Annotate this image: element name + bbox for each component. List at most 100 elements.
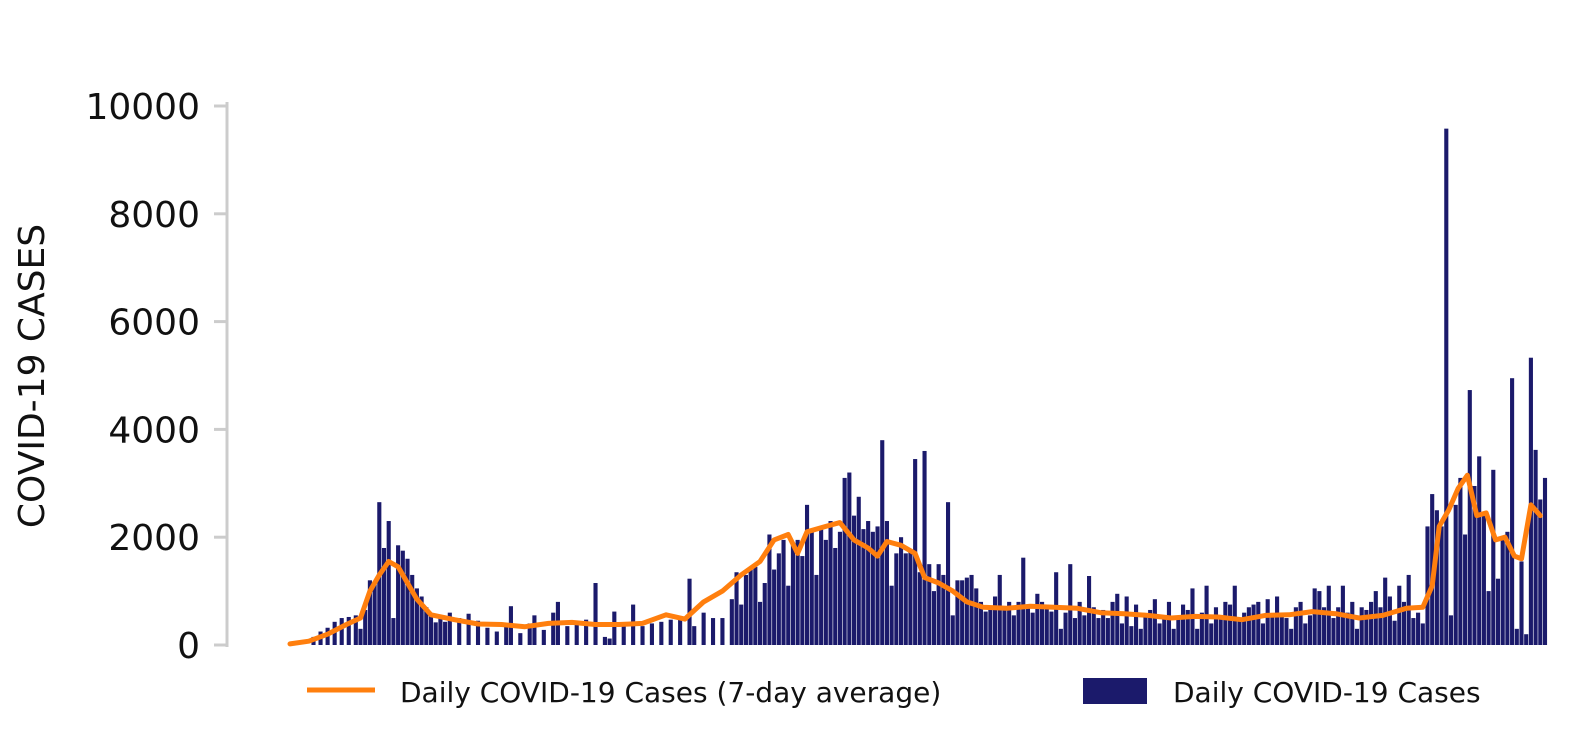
- daily-cases-bar: [1458, 477, 1463, 645]
- daily-cases-bar: [1481, 515, 1486, 645]
- daily-cases-bar: [400, 550, 405, 645]
- daily-cases-bar: [428, 613, 434, 645]
- daily-cases-bar: [692, 626, 697, 645]
- daily-cases-bar: [1275, 596, 1280, 645]
- daily-cases-bar: [1378, 607, 1383, 645]
- daily-cases-bar: [367, 580, 372, 645]
- daily-cases-bar: [1025, 607, 1031, 645]
- daily-cases-bar: [1152, 599, 1157, 645]
- daily-cases-bar: [757, 601, 763, 645]
- daily-cases-bar: [1453, 504, 1458, 645]
- daily-cases-bar: [837, 531, 843, 645]
- daily-cases-bar: [1105, 618, 1110, 645]
- daily-cases-bar: [1237, 618, 1242, 645]
- daily-cases-bar: [494, 631, 499, 645]
- daily-cases-bar: [518, 633, 523, 645]
- daily-cases-bar: [1491, 469, 1496, 645]
- daily-cases-bar: [1166, 601, 1172, 645]
- daily-cases-bar: [1416, 612, 1421, 645]
- daily-cases-bar: [1289, 628, 1294, 645]
- daily-cases-bar: [1542, 477, 1548, 645]
- daily-cases-bar: [936, 564, 941, 645]
- daily-cases-bar: [1538, 499, 1543, 645]
- daily-cases-bar: [739, 604, 744, 645]
- daily-cases-bar: [339, 618, 344, 645]
- daily-cases-bar: [532, 615, 537, 645]
- daily-cases-bar: [974, 588, 979, 645]
- daily-cases-bar: [1181, 604, 1186, 645]
- daily-cases-bar: [1495, 578, 1501, 645]
- daily-cases-bar: [786, 585, 791, 645]
- daily-cases-bar: [701, 612, 706, 645]
- daily-cases-bar: [621, 623, 626, 645]
- daily-cases-bar: [753, 566, 758, 645]
- daily-cases-bar: [438, 615, 443, 645]
- daily-cases-bar: [1383, 577, 1388, 645]
- daily-cases-bar: [1533, 449, 1538, 645]
- y-tick-label: 6000: [108, 303, 200, 344]
- daily-cases-bar: [1425, 526, 1430, 645]
- daily-cases-bar: [762, 583, 767, 645]
- daily-cases-bar: [1035, 593, 1040, 645]
- daily-cases-bar: [551, 612, 556, 645]
- y-axis-label: COVID-19 CASES: [12, 224, 53, 528]
- daily-cases-bar: [1199, 612, 1204, 645]
- daily-cases-bar: [1524, 634, 1529, 645]
- daily-cases-bar: [1176, 618, 1181, 645]
- daily-cases-bar: [1129, 626, 1134, 645]
- daily-cases-bar: [1510, 378, 1515, 645]
- daily-cases-bar: [1331, 618, 1336, 645]
- daily-cases-bar: [1218, 618, 1223, 645]
- daily-cases-bar: [593, 583, 598, 645]
- daily-cases-bar: [1260, 623, 1266, 645]
- daily-cases-bar: [880, 440, 885, 645]
- daily-cases-bar: [1143, 615, 1148, 645]
- daily-cases-bar: [612, 611, 617, 645]
- daily-cases-bar: [814, 574, 819, 645]
- daily-cases-bar: [1209, 623, 1214, 645]
- daily-cases-bar: [1500, 537, 1505, 645]
- daily-cases-bar: [903, 553, 908, 645]
- daily-cases-bar: [978, 601, 984, 645]
- daily-cases-bar: [433, 622, 438, 645]
- daily-cases-bar: [720, 618, 725, 645]
- y-tick-label: 2000: [108, 518, 200, 559]
- daily-cases-bar: [1359, 607, 1364, 645]
- daily-cases-bar: [795, 539, 800, 645]
- daily-cases-bar: [1298, 601, 1303, 645]
- legend: Daily COVID-19 Cases (7-day average) Dai…: [307, 676, 1481, 709]
- daily-cases-bar: [1162, 615, 1167, 645]
- daily-cases-bar: [823, 539, 828, 645]
- daily-cases-bar: [1354, 628, 1360, 645]
- daily-cases-bar: [1195, 628, 1200, 645]
- daily-cases-bar: [1439, 526, 1444, 645]
- daily-cases-bar: [1392, 620, 1397, 645]
- daily-cases-bar: [405, 558, 410, 645]
- daily-cases-bar: [1213, 607, 1219, 645]
- daily-cases-bar: [1444, 128, 1449, 645]
- daily-cases-bar: [381, 547, 387, 645]
- daily-cases-bar: [734, 572, 739, 645]
- daily-cases-bar: [584, 619, 589, 645]
- daily-cases-bar: [1336, 607, 1341, 645]
- daily-cases-bar: [1148, 609, 1153, 645]
- daily-cases-bar: [1096, 618, 1101, 645]
- daily-cases-bar: [527, 623, 532, 645]
- daily-cases-bar: [776, 553, 781, 645]
- daily-cases-bar: [1002, 607, 1007, 645]
- daily-cases-bar: [640, 626, 645, 645]
- daily-cases-bar: [1124, 596, 1129, 645]
- daily-cases-bar: [889, 585, 894, 645]
- daily-cases-bar: [447, 612, 452, 645]
- daily-cases-bar: [931, 591, 937, 645]
- daily-cases-bar: [856, 496, 861, 645]
- daily-cases-bar: [870, 531, 875, 645]
- daily-cases-bar: [1505, 531, 1510, 645]
- legend-swatch-daily: [1083, 678, 1147, 704]
- daily-cases-bar: [1185, 609, 1190, 645]
- daily-cases-bar: [1307, 615, 1313, 645]
- daily-cases-bar: [363, 609, 368, 645]
- daily-cases-bar: [1068, 564, 1073, 645]
- daily-cases-bar: [781, 539, 786, 645]
